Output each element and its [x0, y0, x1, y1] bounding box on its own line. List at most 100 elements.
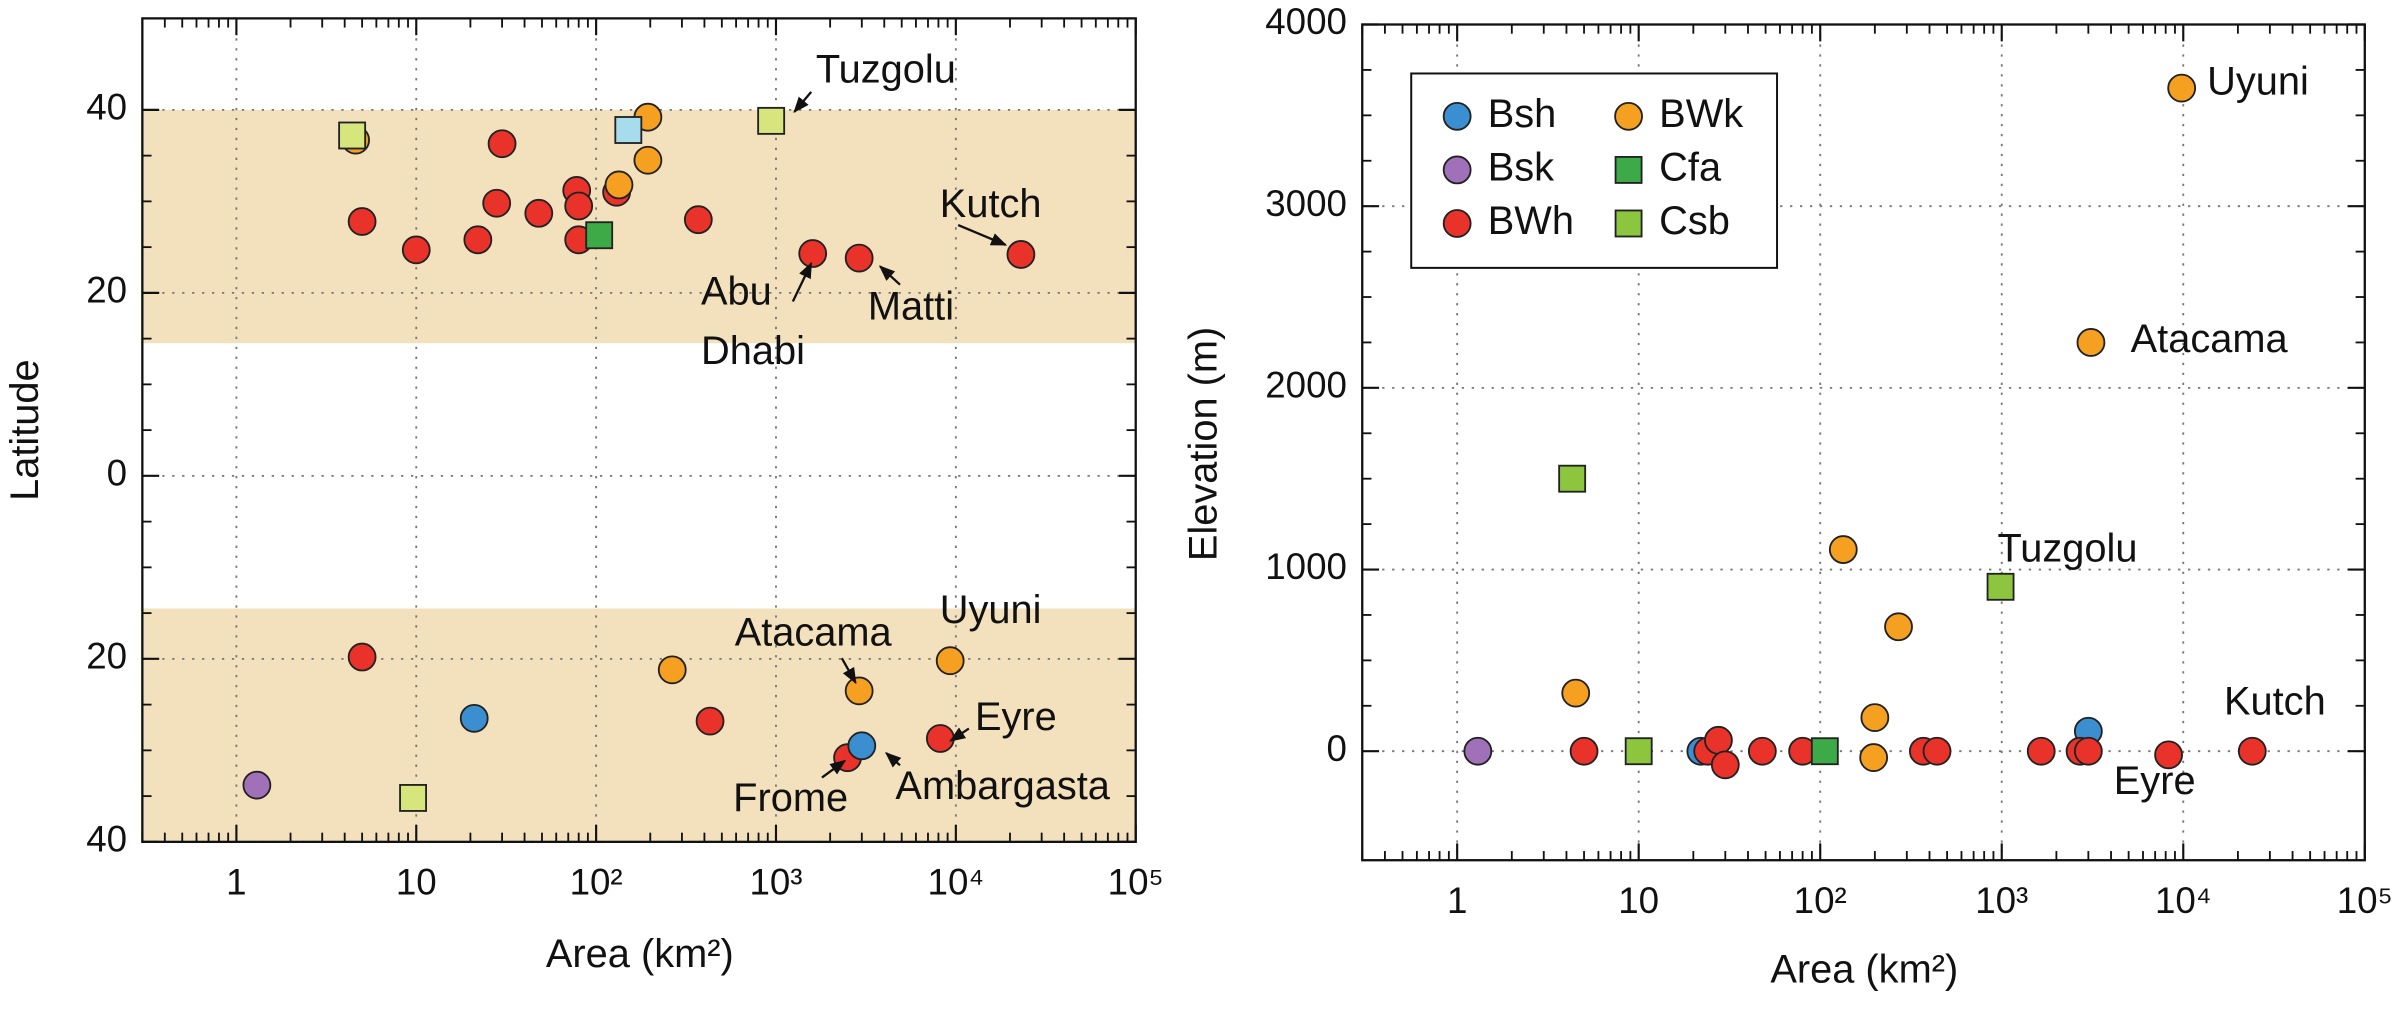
- circle-marker: [2167, 73, 2197, 103]
- x-tick-label: 10²: [570, 861, 623, 902]
- x-tick-label: 10²: [1794, 880, 1847, 921]
- circle-marker: [564, 191, 594, 221]
- circle-marker: [1860, 703, 1890, 732]
- circle-marker: [1463, 736, 1493, 766]
- annotation: Ambargasta: [895, 764, 1110, 808]
- square-marker: [585, 221, 614, 250]
- plot-frame: [141, 17, 1137, 843]
- x-tick-label: 10³: [749, 861, 802, 902]
- circle-marker: [1884, 612, 1913, 642]
- circle-marker: [347, 207, 377, 236]
- annotation: Kutch: [2224, 680, 2326, 724]
- circle-marker: [2073, 736, 2103, 766]
- annotation: Tuzgolu: [1997, 527, 2137, 571]
- annotation: Abu: [701, 269, 772, 313]
- circle-marker: [1442, 101, 1472, 131]
- circle-marker: [1922, 736, 1952, 766]
- circle-marker: [1006, 240, 1036, 269]
- circle-marker: [1747, 736, 1777, 766]
- annotation-arrow: [885, 752, 902, 768]
- circle-marker: [683, 205, 713, 235]
- x-tick-label: 10: [1618, 880, 1659, 921]
- square-marker: [1614, 155, 1643, 184]
- x-tick-label: 10³: [1975, 880, 2028, 921]
- y-tick-label: 40: [86, 87, 127, 128]
- circle-marker: [1859, 743, 1889, 772]
- circle-marker: [1710, 750, 1740, 780]
- x-axis-label: Area (km²): [546, 932, 734, 976]
- legend-box: [1410, 72, 1779, 269]
- circle-marker: [2237, 736, 2267, 766]
- x-tick-label: 1: [226, 861, 246, 902]
- annotation: Eyre: [2114, 759, 2196, 803]
- x-tick-label: 10⁵: [1108, 861, 1164, 902]
- square-marker: [614, 116, 643, 144]
- circle-marker: [2076, 328, 2106, 357]
- y-tick-label: 20: [86, 270, 127, 311]
- circle-marker: [524, 198, 554, 228]
- x-axis-label: Area (km²): [1770, 947, 1958, 991]
- legend-label: BWh: [1488, 199, 1574, 243]
- circle-marker: [1442, 209, 1472, 238]
- shaded-band: [142, 608, 1136, 842]
- circle-marker: [604, 170, 634, 200]
- circle-marker: [242, 770, 272, 800]
- x-tick-label: 10: [396, 861, 437, 902]
- circle-marker: [935, 646, 965, 676]
- circle-marker: [1569, 736, 1599, 766]
- y-tick-label: 0: [1327, 728, 1347, 769]
- circle-marker: [482, 188, 512, 218]
- circle-marker: [459, 703, 489, 733]
- annotation: Eyre: [975, 695, 1057, 739]
- annotation: Uyuni: [940, 588, 1042, 632]
- y-tick-label: 0: [107, 453, 127, 494]
- square-marker: [1986, 572, 2015, 601]
- circle-marker: [401, 235, 431, 265]
- x-tick-label: 10⁴: [2155, 880, 2212, 921]
- annotation: Frome: [733, 776, 848, 820]
- circle-marker: [1561, 678, 1591, 708]
- square-marker: [1810, 737, 1839, 766]
- annotation-arrow: [957, 223, 1008, 246]
- y-axis-label: Elevation (m): [1182, 327, 1226, 561]
- y-tick-label: 1000: [1265, 546, 1347, 587]
- square-marker: [338, 121, 367, 150]
- circle-marker: [844, 243, 874, 273]
- annotation: Matti: [868, 285, 954, 329]
- x-tick-label: 1: [1447, 880, 1467, 921]
- circle-marker: [463, 225, 493, 255]
- plot-frame: [1361, 23, 2366, 862]
- annotation-arrow: [821, 759, 847, 779]
- y-tick-label: 3000: [1265, 183, 1347, 224]
- annotation-arrow: [949, 727, 970, 742]
- y-tick-label: 2000: [1265, 365, 1347, 406]
- square-marker: [1624, 737, 1653, 766]
- annotation-arrow: [791, 261, 813, 303]
- circle-marker: [487, 129, 517, 159]
- circle-marker: [925, 724, 955, 753]
- circle-marker: [798, 239, 828, 268]
- circle-marker: [1614, 101, 1643, 131]
- circle-marker: [633, 145, 663, 175]
- annotation-arrow: [840, 657, 857, 685]
- square-marker: [757, 106, 786, 135]
- circle-marker: [1704, 725, 1733, 755]
- circle-marker: [2154, 740, 2183, 770]
- legend-label: Bsk: [1488, 145, 1554, 189]
- square-marker: [1558, 464, 1587, 493]
- circle-marker: [1442, 155, 1472, 185]
- legend-label: Csb: [1659, 199, 1730, 243]
- legend-label: Cfa: [1659, 145, 1722, 189]
- circle-marker: [1828, 535, 1858, 564]
- annotation: Uyuni: [2207, 60, 2309, 104]
- legend-label: BWk: [1659, 92, 1743, 136]
- circle-marker: [695, 706, 725, 736]
- annotation: Atacama: [2131, 317, 2289, 361]
- annotation: Atacama: [735, 611, 893, 655]
- square-marker: [399, 784, 427, 812]
- circle-marker: [847, 731, 877, 761]
- annotation-arrow: [793, 91, 813, 113]
- y-tick-label: 20: [86, 636, 127, 677]
- circle-marker: [657, 655, 687, 685]
- y-tick-label: 4000: [1265, 1, 1347, 42]
